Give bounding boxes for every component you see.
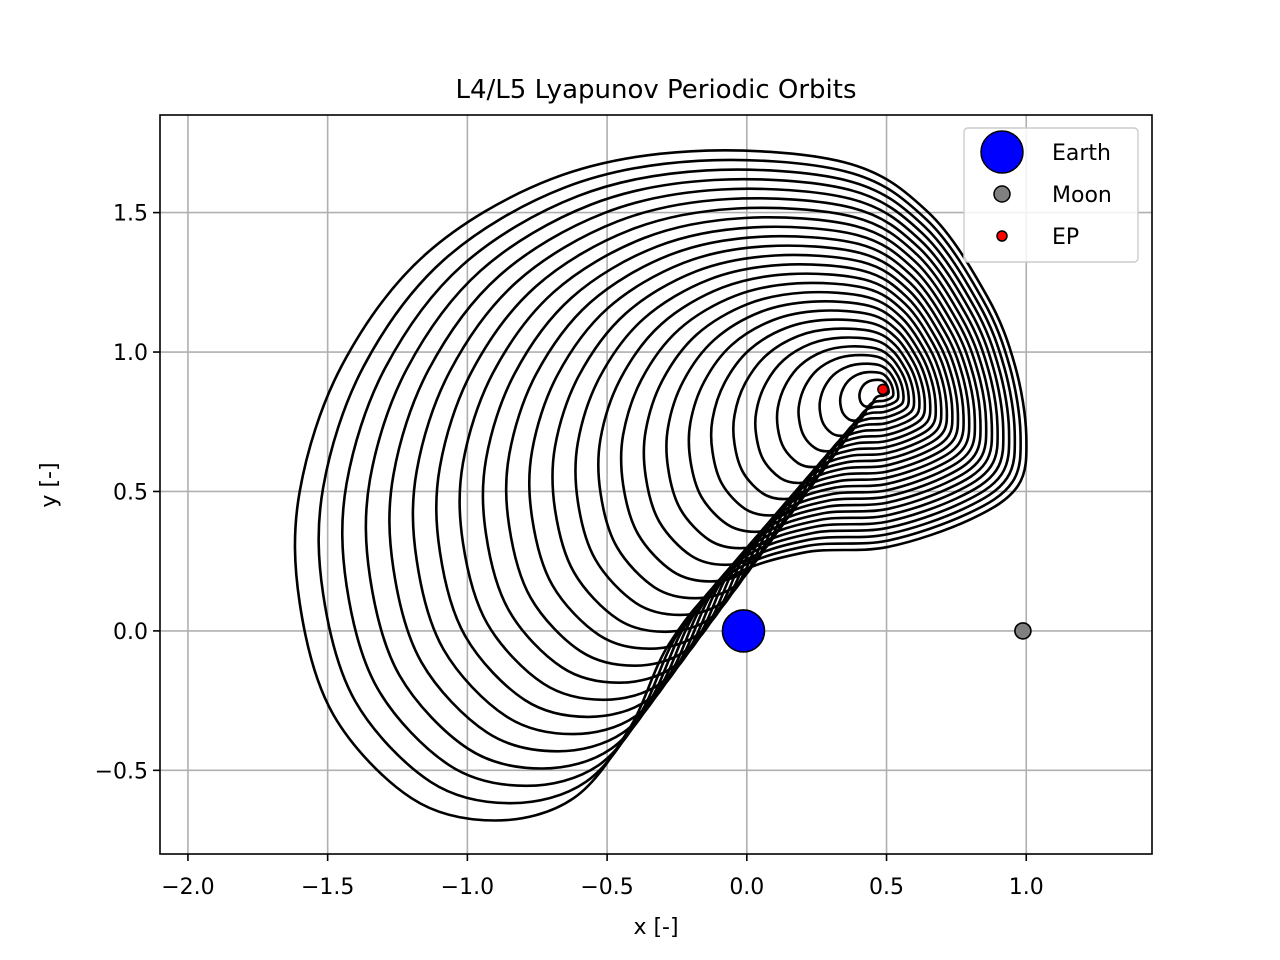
orbit-line — [731, 327, 921, 501]
x-axis-label: x [-] — [633, 915, 678, 940]
earth-marker — [721, 609, 766, 653]
orbit-line — [753, 336, 916, 485]
plot-frame — [159, 114, 1153, 855]
x-tick-label: 0.0 — [729, 875, 764, 900]
orbit-line — [293, 149, 1028, 822]
orbit-line — [388, 187, 1005, 753]
orbit-line — [797, 353, 905, 453]
y-tick-label: 1.0 — [113, 341, 148, 366]
legend-marker-earth — [980, 130, 1024, 174]
orbit-line — [458, 216, 988, 702]
x-tick-label: 0.5 — [869, 875, 904, 900]
orbit-line — [858, 378, 890, 409]
chart-title: L4/L5 Lyapunov Periodic Orbits — [456, 75, 857, 105]
orbit-line — [709, 318, 927, 517]
x-tick-label: −1.5 — [301, 875, 354, 900]
orbit-line — [364, 177, 1011, 770]
ep-marker — [877, 383, 889, 396]
orbit-line — [574, 263, 960, 617]
orbit-line — [642, 290, 943, 567]
orbit-line — [551, 253, 965, 634]
orbit-family — [293, 149, 1028, 822]
moon-marker — [1014, 622, 1032, 640]
orbit-line — [504, 234, 977, 668]
x-tick-label: −1.0 — [441, 875, 494, 900]
y-tick-label: 0.5 — [113, 480, 148, 505]
x-tick-label: 1.0 — [1009, 875, 1044, 900]
orbit-line — [340, 168, 1017, 788]
orbit-line — [775, 345, 911, 469]
legend-label-moon: Moon — [1052, 183, 1112, 208]
x-tick-label: −0.5 — [580, 875, 633, 900]
orbit-line — [665, 300, 938, 550]
y-axis-label: y [-] — [37, 462, 62, 507]
y-tick-label: 0.0 — [113, 620, 148, 645]
orbit-line — [317, 158, 1022, 805]
orbit-line — [596, 272, 954, 600]
orbit-line — [838, 370, 895, 423]
ticks: −2.0 −1.5 −1.0 −0.5 0.0 0.5 1.0 −0.5 0.0 0.5 1.0 1.… — [95, 202, 1044, 900]
legend-marker-moon — [993, 185, 1011, 203]
y-tick-label: 1.5 — [113, 202, 148, 227]
y-tick-label: −0.5 — [95, 759, 148, 784]
grid — [160, 115, 1152, 854]
body-markers — [721, 383, 1032, 653]
x-tick-label: −2.0 — [161, 875, 214, 900]
legend-marker-ep — [996, 230, 1008, 242]
legend: Earth Moon EP — [963, 127, 1139, 263]
orbit-line — [435, 206, 994, 719]
orbit-line — [818, 362, 900, 438]
orbit-line — [411, 197, 999, 736]
orbit-line — [481, 225, 982, 685]
orbit-line — [527, 244, 971, 651]
orbit-line — [619, 281, 949, 583]
legend-label-ep: EP — [1052, 225, 1079, 250]
orbit-line — [687, 309, 932, 534]
legend-label-earth: Earth — [1052, 141, 1111, 166]
